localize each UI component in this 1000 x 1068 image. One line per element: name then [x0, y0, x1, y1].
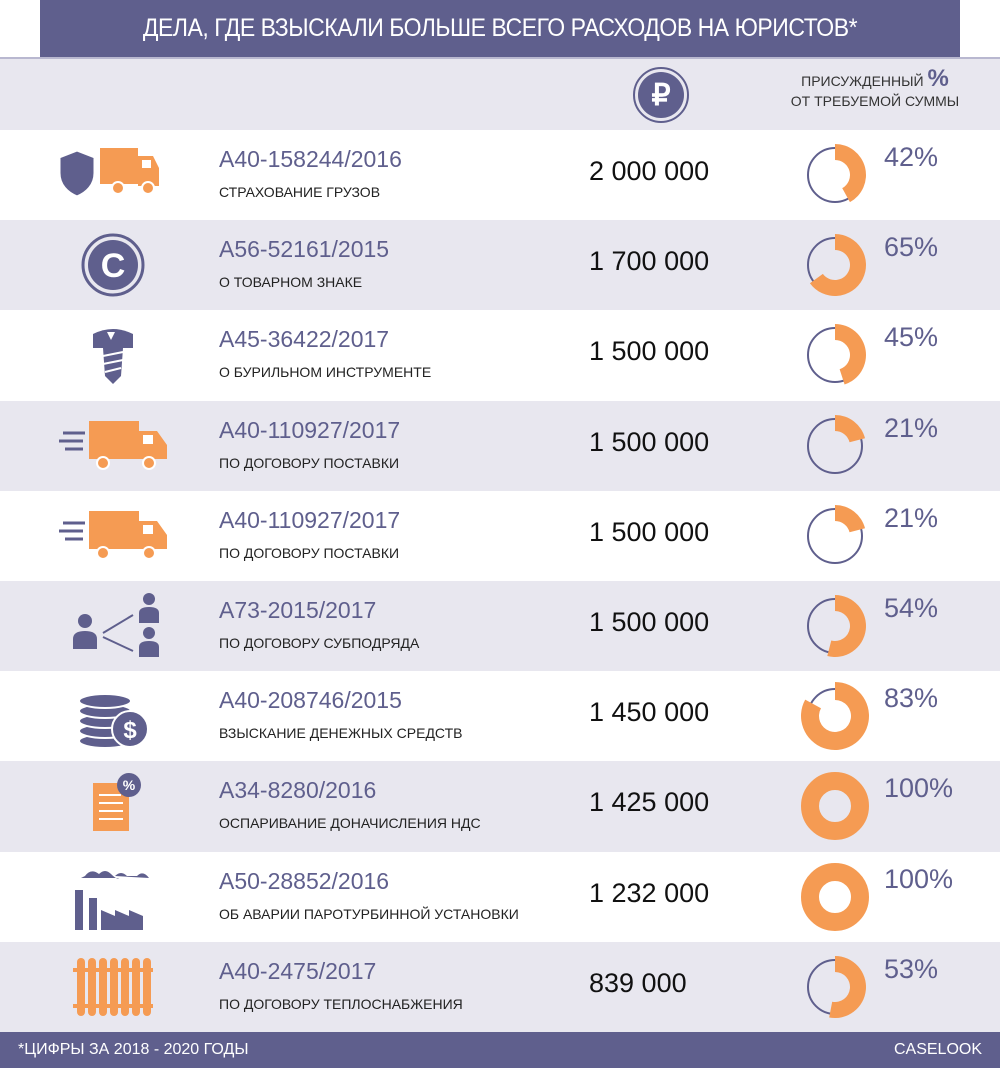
case-row: А40-110927/2017 ПО ДОГОВОРУ ПОСТАВКИ 1 5… [0, 400, 1000, 491]
ruble-icon: ₽ [633, 67, 689, 123]
shield-truck-icon [57, 148, 159, 199]
svg-text:$: $ [123, 717, 137, 744]
percent-donut [801, 772, 869, 841]
case-description: ПО ДОГОВОРУ ПОСТАВКИ [219, 454, 400, 471]
percent-donut [801, 862, 869, 931]
percent-donut [807, 324, 866, 385]
percent-donut [807, 504, 866, 564]
case-description: ВЗЫСКАНИЕ ДЕНЕЖНЫХ СРЕДСТВ [219, 725, 463, 742]
percent-value: 42% [884, 142, 939, 172]
delivery-truck-icon [59, 510, 167, 560]
amount: 1 450 000 [589, 697, 710, 728]
case-number: А40-158244/2016 [219, 146, 402, 172]
column-header: ₽ ПРИСУЖДЕННЫЙ % ОТ ТРЕБУЕМОЙ СУММЫ [0, 57, 1000, 130]
case-row: % А34-8280/2016 ОСПАРИВАНИЕ ДОНАЧИСЛЕНИЯ… [0, 761, 1000, 852]
footer: *ЦИФРЫ ЗА 2018 - 2020 ГОДЫ CASELOOK [0, 1031, 1000, 1068]
donut-fill [829, 955, 866, 1018]
percent-donut [807, 955, 866, 1018]
percent-symbol: % [927, 65, 949, 92]
percent-value: 53% [884, 953, 939, 984]
case-description: ОБ АВАРИИ ПАРОТУРБИННОЙ УСТАНОВКИ [219, 905, 519, 922]
svg-text:%: % [123, 777, 136, 793]
case-description: ОСПАРИВАНИЕ ДОНАЧИСЛЕНИЯ НДС [219, 815, 481, 832]
case-number: А45-36422/2017 [219, 326, 390, 353]
case-row: А40-110927/2017 ПО ДОГОВОРУ ПОСТАВКИ 1 5… [0, 491, 1000, 581]
svg-text:C: C [101, 247, 126, 285]
percent-donut [807, 414, 866, 474]
people-network-icon [73, 592, 159, 657]
case-number: А40-110927/2017 [219, 506, 401, 533]
donut-fill [801, 772, 869, 841]
amount: 1 425 000 [589, 787, 710, 818]
case-row: А73-2015/2017 ПО ДОГОВОРУ СУБПОДРЯДА 1 5… [0, 580, 1000, 672]
percent-donut [807, 234, 866, 297]
screw-icon [93, 329, 133, 385]
percent-value: 100% [884, 863, 954, 894]
case-description: О ТОВАРНОМ ЗНАКЕ [219, 274, 363, 291]
percent-header-line1: ПРИСУЖДЕННЫЙ [801, 73, 924, 89]
amount: 1 500 000 [589, 606, 710, 637]
donut-fill [835, 144, 866, 203]
page-title: ДЕЛА, ГДЕ ВЗЫСКАЛИ БОЛЬШЕ ВСЕГО РАСХОДОВ… [40, 0, 960, 57]
case-row: А50-28852/2016 ОБ АВАРИИ ПАРОТУРБИННОЙ У… [0, 852, 1000, 942]
case-number: А73-2015/2017 [219, 596, 377, 623]
donut-fill [801, 862, 869, 931]
donut-fill [835, 414, 866, 442]
amount: 1 500 000 [589, 336, 710, 367]
amount: 1 500 000 [589, 516, 710, 547]
cases-list: А40-158244/2016 СТРАХОВАНИЕ ГРУЗОВ 2 000… [0, 130, 1000, 1032]
case-description: ПО ДОГОВОРУ СУБПОДРЯДА [219, 634, 420, 651]
case-row: $ А40-208746/2015 ВЗЫСКАНИЕ ДЕНЕЖНЫХ СРЕ… [0, 671, 1000, 761]
percent-value: 54% [884, 592, 939, 623]
case-number: А34-8280/2016 [219, 777, 377, 804]
case-number: А40-208746/2015 [219, 687, 402, 714]
amount: 839 000 [589, 967, 687, 998]
donut-fill [827, 594, 866, 657]
copyright-icon: C [81, 233, 145, 297]
factory-icon [75, 870, 149, 930]
donut-fill [801, 682, 869, 751]
percent-value: 100% [884, 773, 954, 804]
brand-logo: CASELOOK [893, 1040, 982, 1058]
ruble-symbol: ₽ [638, 72, 684, 118]
percent-header-line2: ОТ ТРЕБУЕМОЙ СУММЫ [790, 93, 960, 109]
percent-donut [801, 682, 869, 751]
case-description: ПО ДОГОВОРУ ПОСТАВКИ [219, 544, 400, 561]
donut-fill [809, 234, 866, 297]
amount: 1 500 000 [589, 426, 710, 457]
percent-value: 21% [884, 412, 939, 443]
case-row: А40-2475/2017 ПО ДОГОВОРУ ТЕПЛОСНАБЖЕНИЯ… [0, 941, 1000, 1032]
amount: 2 000 000 [589, 156, 710, 186]
percent-donut [807, 144, 866, 203]
amount: 1 700 000 [589, 246, 710, 277]
case-number: А50-28852/2016 [219, 867, 390, 894]
donut-fill [835, 324, 866, 385]
percent-donut [807, 594, 866, 657]
case-row: C А56-52161/2015 О ТОВАРНОМ ЗНАКЕ 1 700 … [0, 220, 1000, 311]
tax-document-icon: % [93, 773, 141, 832]
percent-value: 21% [884, 502, 939, 533]
percent-value: 83% [884, 683, 939, 714]
case-description: О БУРИЛЬНОМ ИНСТРУМЕНТЕ [219, 364, 432, 381]
case-row: А40-158244/2016 СТРАХОВАНИЕ ГРУЗОВ 2 000… [0, 130, 1000, 220]
case-number: А40-110927/2017 [219, 416, 401, 443]
footnote: *ЦИФРЫ ЗА 2018 - 2020 ГОДЫ [18, 1040, 249, 1058]
radiator-icon [73, 957, 153, 1016]
case-description: ПО ДОГОВОРУ ТЕПЛОСНАБЖЕНИЯ [219, 995, 463, 1012]
percent-value: 45% [884, 322, 939, 353]
case-number: А40-2475/2017 [219, 957, 377, 984]
amount: 1 232 000 [589, 877, 710, 908]
delivery-truck-icon [59, 420, 167, 470]
percent-value: 65% [884, 232, 939, 263]
case-description: СТРАХОВАНИЕ ГРУЗОВ [219, 184, 381, 200]
coins-dollar-icon: $ [78, 693, 149, 750]
donut-fill [835, 504, 866, 533]
case-row: А45-36422/2017 О БУРИЛЬНОМ ИНСТРУМЕНТЕ 1… [0, 310, 1000, 400]
percent-column-header: ПРИСУЖДЕННЫЙ % ОТ ТРЕБУЕМОЙ СУММЫ [770, 67, 980, 111]
case-number: А56-52161/2015 [219, 236, 390, 263]
